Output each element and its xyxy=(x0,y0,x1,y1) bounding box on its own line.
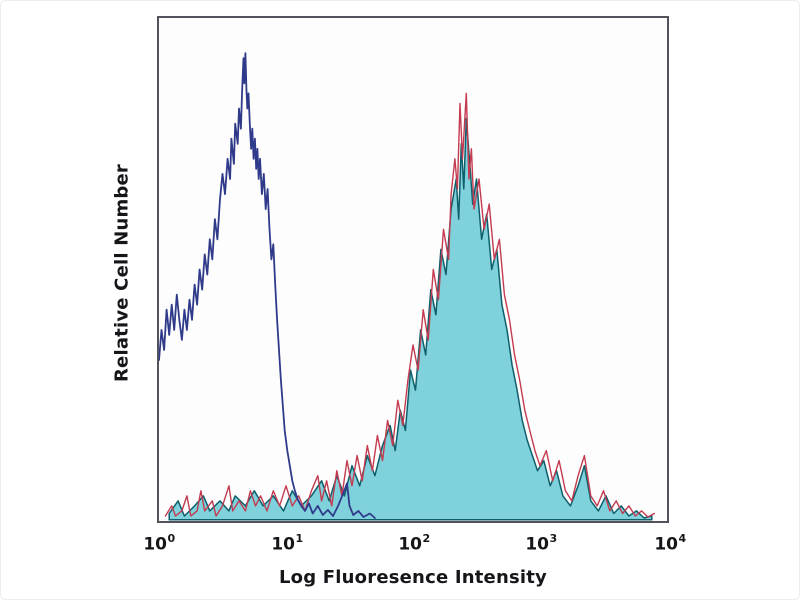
histogram-canvas xyxy=(159,52,655,521)
series-cyan-filled-stain xyxy=(168,117,653,521)
plot-area xyxy=(157,16,669,523)
series-negative-control xyxy=(159,52,376,519)
series-red-outline-stain xyxy=(164,92,655,518)
x-tick-10e0: 100 xyxy=(143,532,176,555)
x-tick-10e3: 103 xyxy=(525,532,558,555)
x-tick-10e2: 102 xyxy=(398,532,431,555)
y-axis-label: Relative Cell Number xyxy=(111,164,133,382)
x-tick-10e4: 104 xyxy=(654,532,687,555)
x-axis-label: Log Fluoresence Intensity xyxy=(279,567,547,588)
x-tick-10e1: 101 xyxy=(271,532,304,555)
